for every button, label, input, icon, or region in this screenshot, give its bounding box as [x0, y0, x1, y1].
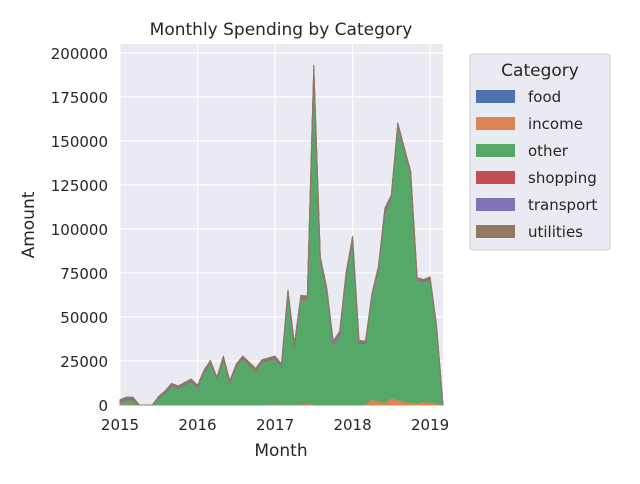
- legend-label-income: income: [528, 115, 583, 133]
- y-tick-label: 175000: [51, 89, 108, 107]
- legend-swatch-transport: [476, 198, 515, 211]
- legend-label-shopping: shopping: [528, 169, 597, 187]
- legend-label-transport: transport: [528, 196, 597, 214]
- y-tick-label: 150000: [51, 133, 108, 151]
- y-tick-label: 200000: [51, 45, 108, 63]
- legend-label-other: other: [528, 142, 569, 160]
- x-tick-label: 2019: [411, 416, 449, 434]
- legend-swatch-shopping: [476, 171, 515, 184]
- x-tick-label: 2017: [256, 416, 294, 434]
- legend-swatch-other: [476, 144, 515, 157]
- y-axis-label: Amount: [19, 191, 39, 258]
- legend-swatch-income: [476, 117, 515, 130]
- y-tick-label: 0: [98, 397, 108, 415]
- x-tick-label: 2018: [333, 416, 371, 434]
- y-tick-label: 125000: [51, 177, 108, 195]
- x-tick-label: 2015: [101, 416, 139, 434]
- y-tick-label: 100000: [51, 221, 108, 239]
- legend-label-food: food: [528, 88, 561, 106]
- chart-title: Monthly Spending by Category: [150, 20, 413, 40]
- y-tick-label: 50000: [60, 309, 108, 327]
- legend-title: Category: [501, 61, 579, 81]
- y-tick-label: 75000: [60, 265, 108, 283]
- legend-label-utilities: utilities: [528, 223, 583, 241]
- area-utilities: [119, 64, 444, 406]
- y-tick-label: 25000: [60, 353, 108, 371]
- legend-swatch-utilities: [476, 225, 515, 238]
- legend: Category food income other shopping transpor…: [469, 53, 611, 251]
- x-axis-label: Month: [254, 441, 307, 461]
- legend-swatch-food: [476, 90, 515, 103]
- x-tick-label: 2016: [178, 416, 216, 434]
